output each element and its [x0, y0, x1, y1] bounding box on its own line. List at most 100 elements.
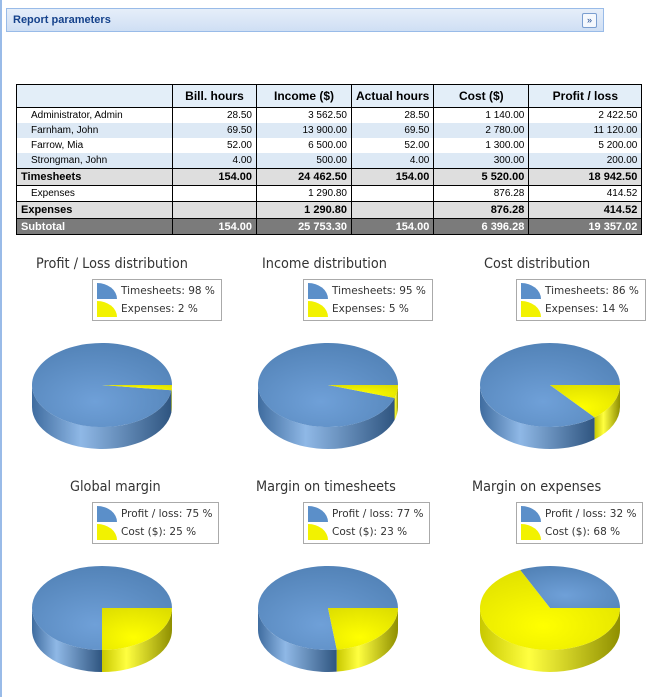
report-table: Bill. hours Income ($) Actual hours Cost ($…	[16, 84, 643, 235]
chart-title: Profit / Loss distribution	[36, 256, 188, 272]
pie-slice-2	[102, 385, 172, 391]
table-cell: 876.28	[433, 201, 530, 219]
legend-swatch	[308, 283, 328, 299]
table-cell: Timesheets	[16, 168, 173, 186]
table-cell: 5 200.00	[528, 138, 643, 153]
pie-slice-1	[257, 343, 398, 428]
pie-slice-2	[328, 385, 398, 398]
legend-swatch	[308, 506, 328, 522]
table-cell: 28.50	[350, 107, 435, 123]
chart-legend: Timesheets: 86 % Expenses: 14 %	[516, 279, 646, 321]
pie-slice-2	[102, 608, 172, 650]
legend-swatch	[521, 524, 541, 540]
table-row: Farnham, John 69.50 13 900.00 69.50 2 780.00…	[16, 123, 643, 138]
legend-label: Timesheets: 95 %	[332, 285, 426, 297]
table-row: Expenses 1 290.80 876.28 414.52	[16, 201, 643, 219]
legend-item: Expenses: 14 %	[521, 300, 639, 318]
table-cell: 25 753.30	[256, 218, 352, 235]
table-row: Strongman, John 4.00 500.00 4.00 300.00 200.0…	[16, 153, 643, 169]
pie-chart: Global margin Profit / loss: 75 % Cost ($…	[22, 479, 237, 699]
legend-item: Profit / loss: 77 %	[308, 505, 423, 523]
table-cell	[350, 185, 435, 202]
table-cell: 11 120.00	[528, 123, 643, 138]
table-cell: Subtotal	[16, 218, 173, 235]
column-header: Income ($)	[256, 84, 352, 108]
legend-item: Expenses: 2 %	[97, 300, 215, 318]
chart-legend: Timesheets: 95 % Expenses: 5 %	[303, 279, 433, 321]
pie-slice-2	[480, 569, 620, 650]
table-cell: 4.00	[350, 153, 435, 169]
pie-chart: Margin on timesheets Profit / loss: 77 %…	[248, 479, 463, 699]
column-header	[16, 84, 173, 108]
pie-side-slice-1	[258, 385, 395, 449]
table-cell: 28.50	[172, 107, 257, 123]
legend-item: Timesheets: 95 %	[308, 282, 426, 300]
pie-chart: Margin on expenses Profit / loss: 32 % Co…	[470, 479, 672, 699]
pie-chart: Profit / Loss distribution Timesheets: 9…	[22, 256, 237, 476]
pie-side-slice-2	[171, 385, 172, 413]
table-cell: 200.00	[528, 153, 643, 169]
pie-side-slice-1	[32, 385, 172, 449]
pie-side-slice-1	[32, 608, 102, 672]
table-cell: 18 942.50	[528, 168, 643, 186]
table-cell: 6 396.28	[433, 218, 530, 235]
legend-label: Profit / loss: 75 %	[121, 508, 213, 520]
legend-swatch	[97, 524, 117, 540]
table-cell: 6 500.00	[256, 138, 352, 153]
table-cell: 1 140.00	[433, 107, 530, 123]
table-cell	[172, 201, 257, 219]
table-cell: 154.00	[172, 168, 257, 186]
table-cell: 500.00	[256, 153, 352, 169]
table-cell: 154.00	[172, 218, 257, 235]
table-cell: 52.00	[172, 138, 257, 153]
pie-side-slice-1	[480, 385, 595, 449]
table-row: Expenses 1 290.80 876.28 414.52	[16, 185, 643, 202]
legend-label: Expenses: 2 %	[121, 303, 198, 315]
table-cell	[172, 185, 257, 202]
pie-side-slice-1	[258, 608, 337, 672]
pie-side-slice-2	[480, 608, 620, 672]
legend-item: Profit / loss: 75 %	[97, 505, 212, 523]
table-cell: Farnham, John	[16, 123, 173, 138]
chart-title: Income distribution	[262, 256, 387, 272]
table-cell: Strongman, John	[16, 153, 173, 169]
table-cell: Farrow, Mia	[16, 138, 173, 153]
legend-label: Cost ($): 25 %	[121, 526, 197, 538]
legend-swatch	[97, 506, 117, 522]
legend-label: Timesheets: 86 %	[545, 285, 639, 297]
table-cell: Expenses	[16, 201, 173, 219]
legend-swatch	[97, 283, 117, 299]
table-cell: 1 290.80	[256, 201, 352, 219]
table-cell: 154.00	[350, 218, 435, 235]
report-parameters-panel[interactable]: Report parameters »	[6, 8, 604, 32]
legend-label: Cost ($): 68 %	[545, 526, 621, 538]
table-cell: 69.50	[172, 123, 257, 138]
legend-swatch	[521, 506, 541, 522]
table-cell: 2 780.00	[433, 123, 530, 138]
pie-slice-2	[328, 608, 398, 650]
legend-item: Timesheets: 98 %	[97, 282, 215, 300]
legend-item: Cost ($): 23 %	[308, 523, 423, 541]
pie-slice-1	[32, 343, 173, 428]
table-cell: 876.28	[433, 185, 530, 202]
chart-legend: Profit / loss: 77 % Cost ($): 23 %	[303, 502, 431, 544]
column-header: Cost ($)	[433, 84, 530, 108]
chart-legend: Profit / loss: 75 % Cost ($): 25 %	[92, 502, 220, 544]
legend-item: Profit / loss: 32 %	[521, 505, 636, 523]
table-cell: 13 900.00	[256, 123, 352, 138]
table-cell: 69.50	[350, 123, 435, 138]
table-row: Timesheets 154.00 24 462.50 154.00 5 520.00 1…	[16, 168, 643, 186]
legend-swatch	[521, 283, 541, 299]
legend-label: Timesheets: 98 %	[121, 285, 215, 297]
legend-item: Expenses: 5 %	[308, 300, 426, 318]
table-cell: 414.52	[528, 201, 643, 219]
column-header: Actual hours	[350, 84, 435, 108]
table-row: Farrow, Mia 52.00 6 500.00 52.00 1 300.00 5 2…	[16, 138, 643, 153]
double-chevron-down-icon[interactable]: »	[582, 13, 597, 28]
table-cell: 1 290.80	[256, 185, 352, 202]
chart-title: Margin on timesheets	[256, 479, 396, 495]
left-border	[0, 0, 2, 697]
table-row: Administrator, Admin 28.50 3 562.50 28.50 1 …	[16, 107, 643, 123]
table-cell: 5 520.00	[433, 168, 530, 186]
legend-label: Profit / loss: 77 %	[332, 508, 424, 520]
